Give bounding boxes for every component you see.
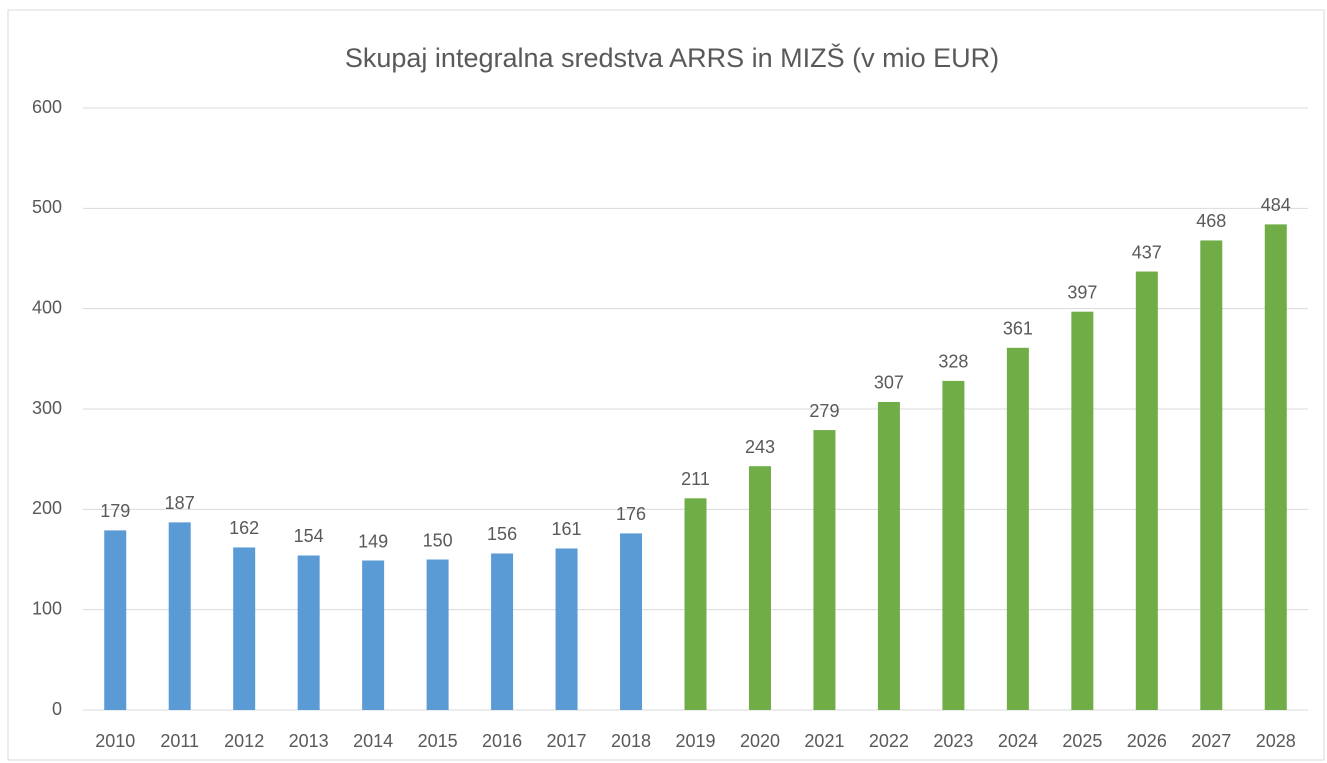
data-label: 484 — [1261, 195, 1291, 215]
x-tick-label: 2011 — [160, 731, 199, 751]
x-tick-label: 2021 — [804, 731, 844, 751]
x-tick-label: 2027 — [1191, 731, 1231, 751]
data-label: 162 — [229, 518, 259, 538]
y-tick-label: 0 — [52, 699, 62, 719]
y-tick-label: 300 — [32, 398, 62, 418]
data-label: 468 — [1196, 211, 1226, 231]
data-label: 149 — [358, 531, 388, 551]
x-tick-label: 2016 — [482, 731, 522, 751]
data-label: 150 — [423, 530, 453, 550]
y-tick-label: 400 — [32, 297, 62, 317]
x-tick-label: 2022 — [869, 731, 909, 751]
data-label: 156 — [487, 524, 517, 544]
x-tick-label: 2028 — [1256, 731, 1296, 751]
x-tick-label: 2019 — [675, 731, 715, 751]
x-tick-label: 2010 — [95, 731, 135, 751]
data-label: 179 — [100, 501, 130, 521]
data-label: 187 — [165, 493, 195, 513]
data-label: 243 — [745, 437, 775, 457]
x-tick-label: 2023 — [933, 731, 973, 751]
x-tick-label: 2013 — [289, 731, 329, 751]
bar — [684, 498, 707, 710]
x-tick-label: 2020 — [740, 731, 780, 751]
bar — [877, 401, 900, 710]
bar — [168, 522, 191, 710]
data-label: 437 — [1132, 242, 1162, 262]
bar — [942, 380, 965, 710]
data-label: 307 — [874, 373, 904, 393]
bar — [362, 560, 385, 710]
bar — [1071, 311, 1094, 710]
bar — [1264, 224, 1287, 711]
y-tick-label: 600 — [32, 97, 62, 117]
x-tick-label: 2025 — [1062, 731, 1102, 751]
chart-title: Skupaj integralna sredstva ARRS in MIZŠ … — [345, 42, 999, 73]
data-label: 211 — [681, 469, 710, 489]
data-label: 279 — [809, 401, 839, 421]
x-tick-label: 2014 — [353, 731, 393, 751]
bar — [1200, 240, 1223, 710]
data-label: 397 — [1067, 282, 1097, 302]
bar — [555, 548, 578, 710]
bar — [104, 530, 127, 710]
x-tick-label: 2012 — [224, 731, 264, 751]
bar — [813, 430, 836, 710]
x-tick-label: 2015 — [418, 731, 458, 751]
y-tick-label: 200 — [32, 498, 62, 518]
data-label: 154 — [294, 526, 324, 546]
data-label: 361 — [1003, 319, 1033, 339]
x-tick-label: 2024 — [998, 731, 1038, 751]
bar — [426, 559, 449, 710]
bar — [233, 547, 256, 710]
x-tick-label: 2017 — [547, 731, 587, 751]
bar — [491, 553, 514, 710]
bar — [297, 555, 320, 710]
bar — [748, 466, 771, 710]
x-tick-label: 2026 — [1127, 731, 1167, 751]
y-tick-label: 100 — [32, 598, 62, 618]
chart-frame — [7, 9, 1325, 761]
data-label: 328 — [938, 352, 968, 372]
x-tick-label: 2018 — [611, 731, 651, 751]
y-tick-label: 500 — [32, 197, 62, 217]
bar — [1135, 271, 1158, 710]
bar — [1006, 347, 1029, 710]
data-label: 161 — [552, 519, 582, 539]
bar — [620, 533, 643, 710]
data-label: 176 — [616, 504, 646, 524]
